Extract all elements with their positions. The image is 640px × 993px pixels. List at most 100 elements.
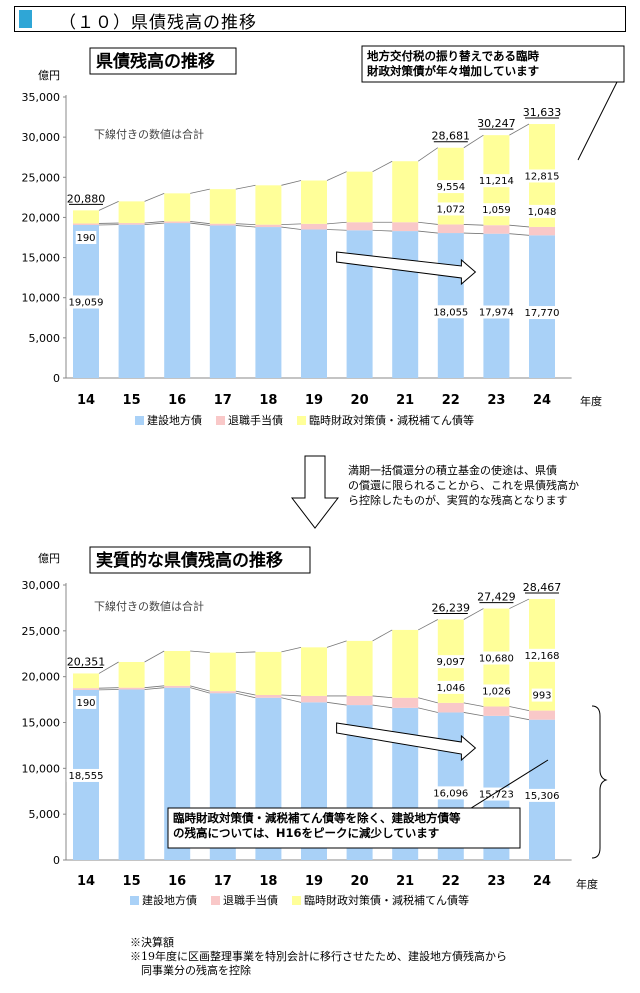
connector-line bbox=[509, 233, 530, 236]
bar-segment bbox=[437, 224, 464, 234]
footnote-line: ※19年度に区画整理事業を特別会計に移行させたため、建設地方債残高から bbox=[130, 950, 507, 963]
bar-segment bbox=[483, 706, 510, 716]
bar-segment bbox=[392, 222, 419, 232]
y-tick-label: 5,000 bbox=[29, 332, 61, 345]
callout-text: の残高については、H16をピークに減少しています bbox=[173, 826, 439, 840]
bar-segment bbox=[118, 689, 145, 860]
chart-title-box bbox=[89, 546, 311, 574]
connector-line bbox=[372, 704, 393, 709]
data-label-bg bbox=[75, 695, 97, 709]
x-tick-label: 24 bbox=[533, 874, 551, 889]
header-marker bbox=[19, 10, 32, 28]
data-label: 12,815 bbox=[525, 171, 560, 182]
down-arrow-icon bbox=[290, 455, 340, 529]
bar-segment bbox=[346, 171, 373, 223]
y-tick-label: 35,000 bbox=[22, 91, 61, 104]
bar-segment bbox=[118, 224, 145, 378]
legend-label: 建設地方債 bbox=[142, 893, 197, 907]
bar-segment bbox=[118, 687, 145, 690]
data-label: 1,072 bbox=[436, 204, 465, 215]
arrow-note-line: ら控除したものが、実質的な残高となります bbox=[348, 493, 567, 507]
x-tick-label: 23 bbox=[487, 393, 505, 408]
connector-line bbox=[418, 221, 438, 225]
x-tick-label: 24 bbox=[533, 393, 551, 408]
total-label: 26,239 bbox=[432, 601, 471, 614]
y-tick-label: 0 bbox=[53, 372, 60, 385]
bar-segment bbox=[529, 226, 555, 236]
x-tick-label: 23 bbox=[487, 874, 505, 889]
data-label-bg bbox=[431, 786, 471, 800]
data-label: 1,048 bbox=[528, 207, 557, 218]
bar-segment bbox=[255, 224, 282, 228]
legend-label: 臨時財政対策債・減税補てん債等 bbox=[304, 893, 469, 907]
data-label-bg bbox=[476, 305, 516, 319]
total-label: 31,633 bbox=[523, 106, 562, 119]
x-tick-label: 19 bbox=[305, 874, 323, 889]
bar-segment bbox=[164, 685, 191, 688]
callout-text: 地方交付税の振り替えである臨時 bbox=[367, 49, 540, 63]
connector-line bbox=[281, 180, 302, 186]
connector-line bbox=[235, 692, 256, 699]
data-label-bg bbox=[75, 230, 97, 244]
connector-line bbox=[190, 221, 210, 225]
data-label-bg bbox=[522, 788, 562, 802]
connector-line bbox=[372, 160, 393, 173]
connector-line bbox=[144, 192, 165, 202]
bar-segment bbox=[346, 230, 373, 378]
chart-subtitle: 下線付きの数値は合計 bbox=[94, 599, 204, 613]
data-label: 1,046 bbox=[436, 683, 465, 694]
data-label-bg bbox=[479, 203, 513, 217]
bar-segment bbox=[529, 710, 555, 720]
connector-line bbox=[326, 221, 347, 225]
data-label-bg bbox=[522, 648, 562, 662]
data-label: 9,554 bbox=[436, 182, 465, 193]
total-label: 28,467 bbox=[523, 581, 562, 594]
connector-line bbox=[463, 712, 484, 717]
connector-line bbox=[418, 707, 438, 713]
bar-segment bbox=[164, 651, 191, 686]
callout-pointer bbox=[577, 71, 623, 161]
total-label: 20,880 bbox=[67, 192, 106, 205]
connector-line bbox=[418, 619, 438, 631]
connector-line bbox=[98, 661, 119, 674]
data-label-bg bbox=[434, 202, 468, 216]
data-label-bg bbox=[479, 684, 513, 698]
data-label: 9,097 bbox=[436, 657, 465, 668]
connector-line bbox=[463, 232, 484, 235]
x-tick-label: 14 bbox=[77, 393, 95, 408]
bar-segment bbox=[255, 227, 282, 378]
brace bbox=[591, 705, 608, 859]
legend-swatch bbox=[297, 416, 306, 425]
data-label: 17,974 bbox=[479, 307, 514, 318]
connector-line bbox=[463, 224, 484, 226]
x-axis-label: 年度 bbox=[576, 877, 598, 891]
trend-arrow bbox=[336, 722, 477, 762]
bar-segment bbox=[209, 691, 236, 694]
connector-line bbox=[190, 188, 210, 194]
connector-line bbox=[190, 687, 210, 694]
connector-line bbox=[372, 629, 393, 642]
data-label: 19,059 bbox=[69, 297, 104, 308]
chart-title: 実質的な県債残高の推移 bbox=[96, 550, 283, 571]
callout-text: 財政対策債が年々増加しています bbox=[366, 64, 539, 78]
x-tick-label: 15 bbox=[123, 874, 141, 889]
y-tick-label: 10,000 bbox=[22, 292, 61, 305]
callout-text: 臨時財政対策債・減税補てん債等を除く、建設地方債等 bbox=[173, 811, 461, 825]
callout-box bbox=[167, 807, 521, 849]
legend-label: 建設地方債 bbox=[147, 413, 202, 427]
y-tick-label: 25,000 bbox=[22, 171, 61, 184]
x-tick-label: 19 bbox=[305, 393, 323, 408]
connector-line bbox=[144, 685, 165, 689]
connector-line bbox=[326, 640, 347, 648]
connector-line bbox=[235, 184, 256, 190]
data-label-bg bbox=[522, 306, 562, 320]
legend-label: 退職手当債 bbox=[223, 893, 278, 907]
legend-swatch bbox=[211, 896, 220, 905]
trend-arrow bbox=[336, 251, 477, 286]
connector-line bbox=[235, 225, 256, 228]
bar-segment bbox=[73, 688, 99, 690]
connector-line bbox=[509, 224, 530, 228]
connector-line bbox=[463, 608, 484, 620]
connector-line bbox=[281, 697, 302, 703]
chart-title: 県債残高の推移 bbox=[96, 51, 215, 72]
